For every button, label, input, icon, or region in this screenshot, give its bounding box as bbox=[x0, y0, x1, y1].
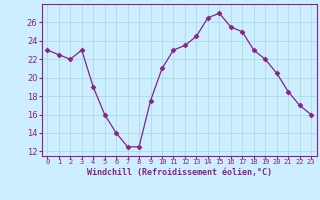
X-axis label: Windchill (Refroidissement éolien,°C): Windchill (Refroidissement éolien,°C) bbox=[87, 168, 272, 177]
